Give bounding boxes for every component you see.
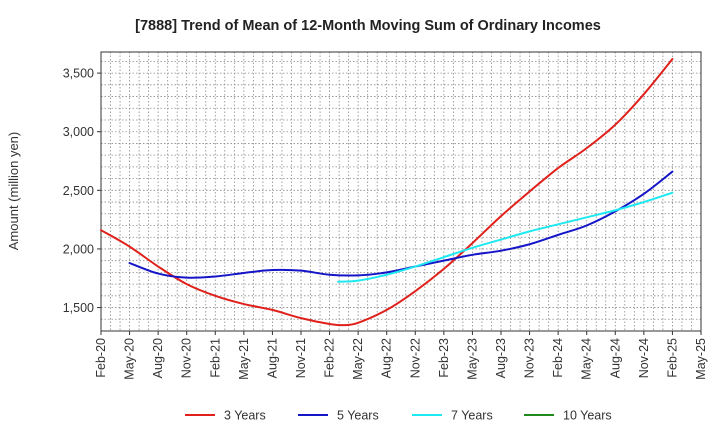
x-tick-label: May-22	[351, 338, 365, 380]
x-tick-label: Nov-21	[294, 338, 308, 378]
y-tick-label: 2,000	[63, 242, 94, 256]
legend-label: 3 Years	[224, 409, 266, 423]
legend-label: 5 Years	[337, 409, 379, 423]
x-tick-label: May-21	[237, 338, 251, 380]
chart-title: [7888] Trend of Mean of 12-Month Moving …	[135, 18, 601, 34]
legend-label: 10 Years	[563, 409, 612, 423]
x-tick-label: May-20	[123, 338, 137, 380]
x-tick-label: Nov-20	[180, 338, 194, 378]
series-layer	[100, 58, 674, 327]
x-tick-label: May-23	[465, 338, 479, 380]
axis-layer: 1,500 2,000 2,500 3,000 3,500 Feb-20 May-20 Aug…	[63, 51, 708, 380]
x-tick-label: Feb-23	[437, 338, 451, 378]
x-tick-label: Feb-21	[208, 338, 222, 378]
x-tick-label: Feb-20	[94, 338, 108, 378]
legend-item-10-years: 10 Years	[524, 409, 612, 423]
x-tick-label: Feb-25	[665, 338, 679, 378]
grid-layer	[101, 52, 701, 331]
x-tick-label: May-25	[694, 338, 708, 380]
x-tick-label: Aug-21	[265, 338, 279, 378]
x-tick-label: May-24	[580, 338, 594, 380]
y-tick-label: 3,500	[63, 67, 94, 81]
x-tick-label: Nov-24	[637, 338, 651, 378]
y-tick-label: 1,500	[63, 301, 94, 315]
y-tick-label: 2,500	[63, 184, 94, 198]
x-tick-label: Aug-20	[151, 338, 165, 378]
legend: 3 Years 5 Years 7 Years 10 Years	[185, 409, 612, 423]
plot-area	[101, 52, 701, 331]
x-tick-label: Aug-23	[494, 338, 508, 378]
plot-frame	[100, 51, 702, 332]
legend-item-3-years: 3 Years	[185, 409, 266, 423]
x-tick-label: Nov-23	[523, 338, 537, 378]
series-line-7-years	[337, 191, 674, 283]
x-tick-label: Nov-22	[408, 338, 422, 378]
y-axis-label: Amount (million yen)	[6, 132, 21, 251]
x-tick-label: Aug-22	[380, 338, 394, 378]
x-tick-label: Aug-24	[608, 338, 622, 378]
x-tick-label: Feb-24	[551, 338, 565, 378]
series-line-5-years	[128, 170, 674, 279]
y-tick-label: 3,000	[63, 125, 94, 139]
legend-label: 7 Years	[451, 409, 493, 423]
x-tick-label: Feb-22	[323, 338, 337, 378]
series-line-3-years	[100, 58, 674, 327]
legend-item-7-years: 7 Years	[412, 409, 493, 423]
legend-item-5-years: 5 Years	[298, 409, 379, 423]
